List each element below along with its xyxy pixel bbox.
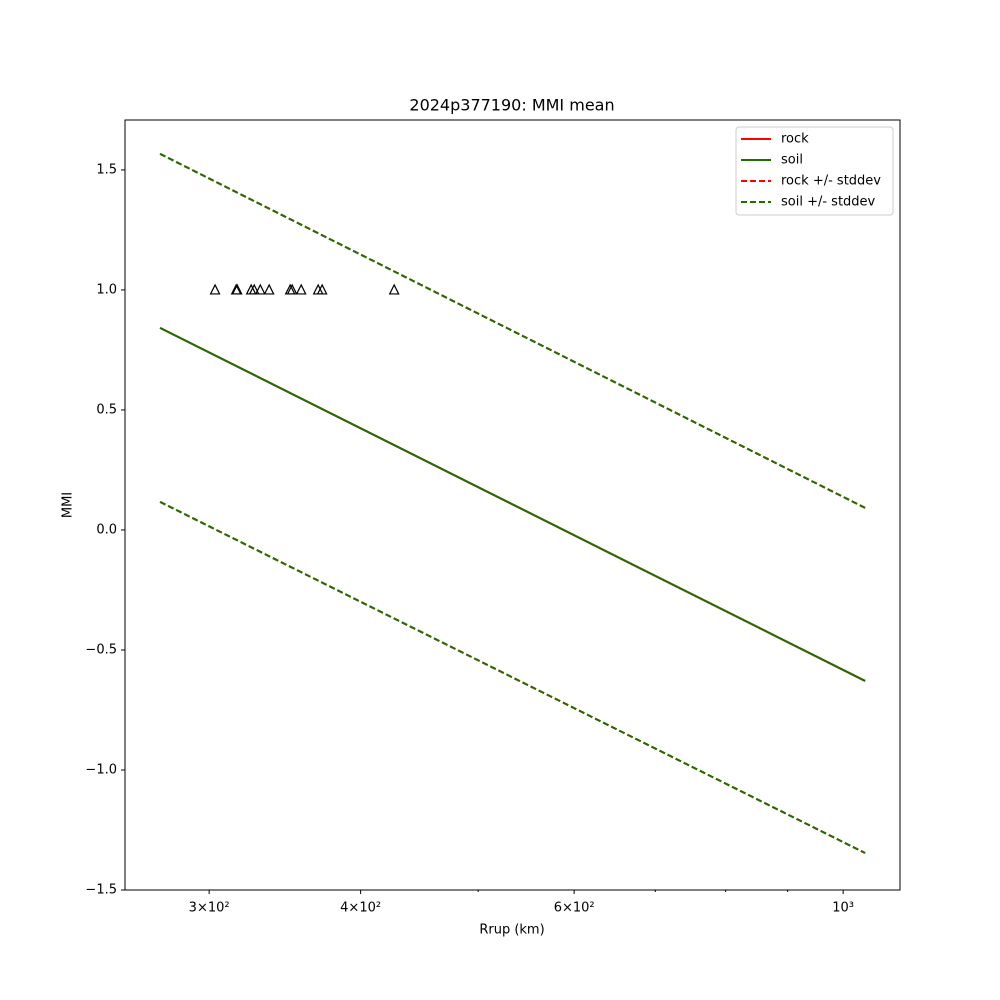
x-tick-label: 3×10² [189,901,230,916]
legend-label: rock [781,132,809,147]
data-point [231,283,243,295]
series-line [159,326,866,682]
y-tick-label: −1.5 [85,883,117,898]
legend-label: rock +/- stddev [781,174,881,189]
chart-title: 2024p377190: MMI mean [409,96,614,115]
y-tick-label: −1.0 [85,762,117,777]
y-tick-label: 1.5 [96,162,117,177]
y-tick-label: 0.0 [96,522,117,537]
series-line [159,152,866,509]
x-tick-label: 10³ [832,901,854,916]
data-point [388,283,400,295]
legend-label: soil [781,153,803,168]
x-tick-label: 4×10² [340,901,381,916]
legend-label: soil +/- stddev [781,195,876,210]
data-point [316,283,328,295]
data-point [209,283,221,295]
legend-box [735,126,894,216]
data-point [295,283,307,295]
y-axis-label: MMI [61,492,76,518]
data-point [248,283,260,295]
plot-frame [124,119,901,891]
data-point [263,283,275,295]
series-line-lower [159,500,866,854]
y-tick-label: 0.5 [96,402,117,417]
x-tick-label: 6×10² [554,901,595,916]
x-axis-label: Rrup (km) [479,923,544,938]
y-tick-label: −0.5 [85,642,117,657]
data-point [286,283,298,295]
y-tick-label: 1.0 [96,282,117,297]
data-point [254,283,266,295]
